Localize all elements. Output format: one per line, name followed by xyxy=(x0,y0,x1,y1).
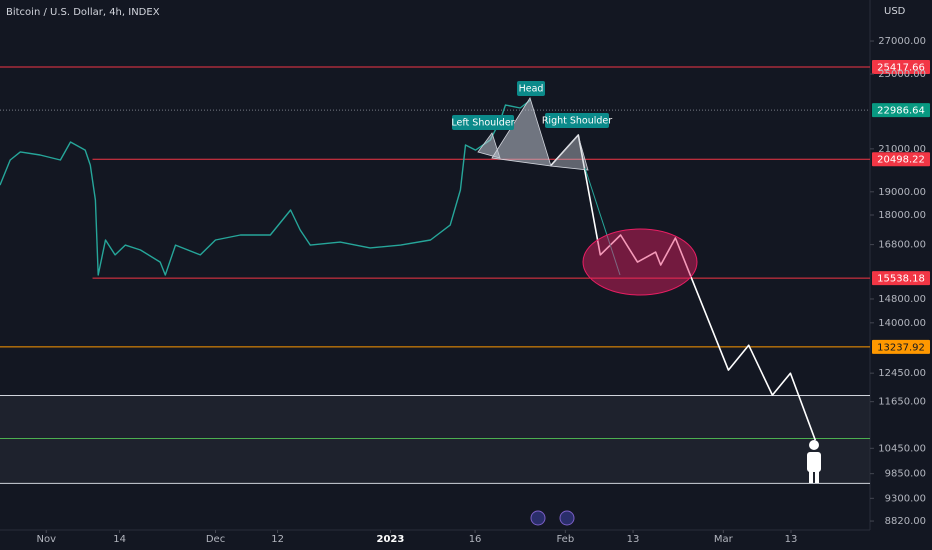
price-line xyxy=(550,134,817,441)
x-tick-label: 16 xyxy=(469,534,482,545)
x-tick-label: 13 xyxy=(627,534,640,545)
x-tick-label: 2023 xyxy=(377,534,405,545)
x-tick-label: Nov xyxy=(36,534,56,545)
annotation-box xyxy=(452,115,514,130)
person-leg xyxy=(815,470,819,483)
level-label: 20498.22 xyxy=(877,155,925,166)
currency-label: USD xyxy=(884,6,906,17)
right-shoulder-shape xyxy=(550,134,589,171)
event-icon[interactable] xyxy=(559,510,575,526)
y-tick-label: 11650.00 xyxy=(878,397,926,408)
y-tick-label: 8820.00 xyxy=(885,516,926,527)
level-label: 25417.66 xyxy=(877,62,925,73)
level-tag xyxy=(872,59,930,74)
x-tick-label: Dec xyxy=(206,534,225,545)
level-label: 22986.64 xyxy=(877,106,925,117)
left-shoulder-shape xyxy=(477,132,501,159)
person-icon xyxy=(807,440,821,483)
annotation: Head xyxy=(519,84,544,95)
range-band xyxy=(0,395,870,484)
event-icon[interactable] xyxy=(530,510,546,526)
y-tick-label: 12450.00 xyxy=(878,368,926,379)
level-tag xyxy=(872,271,930,286)
y-tick-label: 16800.00 xyxy=(878,240,926,251)
y-tick-label: 25000.00 xyxy=(878,69,926,80)
y-tick-label: 9850.00 xyxy=(885,469,926,480)
x-tick-label: 14 xyxy=(113,534,126,545)
y-tick-label: 21000.00 xyxy=(878,144,926,155)
x-tick-label: 12 xyxy=(271,534,284,545)
band-layer xyxy=(0,395,870,484)
x-tick-label: Mar xyxy=(714,534,734,545)
chart-title: Bitcoin / U.S. Dollar, 4h, INDEX xyxy=(6,7,160,18)
level-tag xyxy=(872,339,930,354)
price-line xyxy=(0,99,531,276)
y-tick-label: 9300.00 xyxy=(885,493,926,504)
pattern-drawings: Left Shoulder Head Right Shoulder xyxy=(451,81,821,526)
x-tick-label: 13 xyxy=(785,534,798,545)
person-leg xyxy=(809,470,813,483)
y-tick-label: 18000.00 xyxy=(878,210,926,221)
y-tick-label: 27000.00 xyxy=(878,36,926,47)
x-tick-label: Feb xyxy=(556,534,574,545)
level-tag xyxy=(872,152,930,167)
target-zone xyxy=(582,228,698,296)
annotation: Left Shoulder xyxy=(451,118,514,129)
level-label: 13237.92 xyxy=(877,342,925,353)
y-tick-label: 19000.00 xyxy=(878,187,926,198)
annotation-box xyxy=(545,113,609,128)
level-label: 15538.18 xyxy=(877,274,925,285)
person-head xyxy=(809,440,819,450)
trend-line xyxy=(584,167,621,276)
annotation: Right Shoulder xyxy=(542,116,612,127)
levels: 25417.66 22986.64 20498.22 15538.18 13237.92 xyxy=(0,59,930,484)
y-tick-label: 14000.00 xyxy=(878,318,926,329)
y-tick-label: 10450.00 xyxy=(878,443,926,454)
person-body xyxy=(807,452,821,472)
axes: 27000.00 25000.00 21000.00 19000.00 18000.00… xyxy=(36,36,926,545)
lines xyxy=(0,99,817,441)
level-tag xyxy=(872,103,930,118)
annotation-box xyxy=(517,81,545,96)
y-tick-label: 14800.00 xyxy=(878,294,926,305)
